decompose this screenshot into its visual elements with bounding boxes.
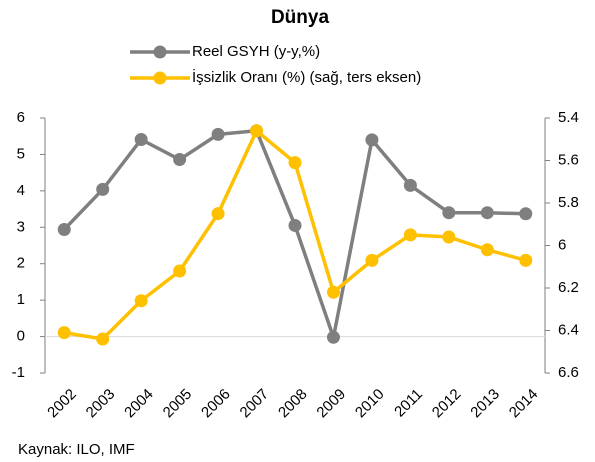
marker: [173, 264, 187, 278]
marker: [288, 156, 302, 170]
marker: [326, 330, 340, 344]
x-tick-label: 2013: [467, 386, 503, 422]
x-tick-label: 2006: [198, 386, 234, 422]
y2-tick-label: 6.2: [558, 279, 579, 296]
x-tick-label: 2004: [121, 386, 157, 422]
y-tick-label: 5: [17, 145, 25, 162]
marker: [365, 253, 379, 267]
y-tick-label: 4: [17, 182, 25, 199]
legend-label: İşsizlik Oranı (%) (sağ, ters eksen): [192, 68, 421, 86]
x-tick-label: 2009: [313, 386, 349, 422]
legend-marker: [153, 45, 167, 59]
marker: [442, 206, 456, 220]
marker: [480, 206, 494, 220]
marker: [480, 243, 494, 257]
x-tick-label: 2010: [352, 386, 388, 422]
x-tick-label: 2002: [44, 386, 80, 422]
marker: [442, 230, 456, 244]
y-tick-label: 3: [17, 218, 25, 235]
chart-title: Dünya: [271, 7, 330, 28]
marker: [96, 332, 110, 346]
y-tick-label: 0: [17, 328, 25, 345]
marker: [57, 222, 71, 236]
marker: [288, 218, 302, 232]
x-tick-label: 2014: [506, 386, 542, 422]
y-tick-label: -1: [12, 364, 25, 381]
marker: [519, 253, 533, 267]
marker: [134, 132, 148, 146]
marker: [96, 182, 110, 196]
marker: [57, 326, 71, 340]
marker: [211, 127, 225, 141]
legend-label: Reel GSYH (y-y,%): [192, 43, 320, 60]
y2-tick-label: 6.6: [558, 364, 579, 381]
legend-marker: [153, 71, 167, 85]
x-tick-label: 2011: [391, 386, 426, 421]
marker: [403, 178, 417, 192]
marker: [134, 294, 148, 308]
y-tick-label: 1: [17, 291, 25, 308]
y2-tick-label: 6.4: [558, 321, 579, 338]
x-tick-label: 2003: [83, 386, 119, 422]
marker: [250, 124, 264, 138]
marker: [519, 207, 533, 221]
y-tick-label: 6: [17, 109, 25, 126]
y-tick-label: 2: [17, 255, 25, 272]
x-tick-label: 2012: [429, 386, 465, 422]
marker: [326, 285, 340, 299]
marker: [403, 228, 417, 242]
y2-tick-label: 5.4: [558, 109, 579, 126]
marker: [211, 207, 225, 221]
x-tick-label: 2007: [237, 386, 273, 422]
y2-tick-label: 6: [558, 236, 566, 253]
source: Kaynak: ILO, IMF: [18, 441, 135, 458]
x-tick-label: 2005: [160, 386, 196, 422]
marker: [173, 153, 187, 167]
marker: [365, 133, 379, 147]
y2-tick-label: 5.6: [558, 151, 579, 168]
y2-tick-label: 5.8: [558, 194, 579, 211]
x-tick-label: 2008: [275, 386, 311, 422]
